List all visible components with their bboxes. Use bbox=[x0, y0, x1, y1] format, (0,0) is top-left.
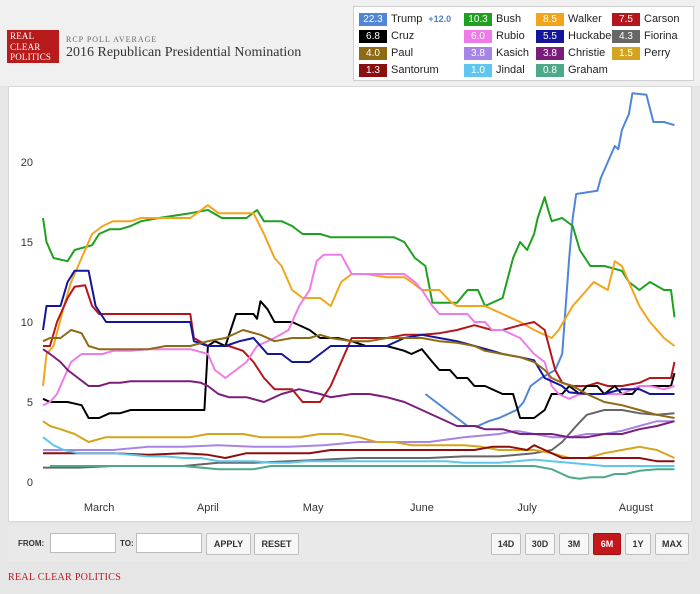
legend-label: Jindal bbox=[496, 64, 525, 76]
x-tick-label: July bbox=[517, 502, 537, 514]
legend-value: 1.3 bbox=[359, 63, 387, 77]
series-line-jindal[interactable] bbox=[42, 436, 675, 467]
series-line-kasich[interactable] bbox=[43, 420, 675, 451]
legend-label: Bush bbox=[496, 13, 522, 25]
legend-value: 0.8 bbox=[536, 63, 564, 77]
legend-item-rubio[interactable]: 6.0 Rubio bbox=[464, 29, 525, 43]
legend-value: 3.8 bbox=[464, 46, 492, 60]
legend-item-walker[interactable]: 8.5 Walker bbox=[536, 12, 602, 26]
legend-item-cruz[interactable]: 6.8 Cruz bbox=[359, 29, 414, 43]
legend-label: Christie bbox=[568, 47, 606, 59]
page-title: 2016 Republican Presidential Nomination bbox=[66, 45, 302, 60]
legend-value: 10.3 bbox=[464, 12, 492, 26]
y-tick-label: 20 bbox=[21, 157, 33, 169]
chart-header: REAL CLEAR POLITICS RCP POLL AVERAGE 201… bbox=[0, 0, 700, 86]
legend-value: 22.3 bbox=[359, 12, 387, 26]
legend-label: Cruz bbox=[391, 30, 415, 42]
legend-item-perry[interactable]: 1.5 Perry bbox=[612, 46, 670, 60]
kicker-label: RCP POLL AVERAGE bbox=[66, 35, 158, 44]
legend-item-santorum[interactable]: 1.3 Santorum bbox=[359, 63, 439, 77]
legend-label: Fiorina bbox=[644, 30, 678, 42]
reset-button[interactable]: RESET bbox=[254, 533, 299, 555]
series-line-paul[interactable] bbox=[42, 329, 675, 419]
line-chart: 0 5 10 15 20 March April May June July August bbox=[21, 92, 676, 514]
x-tick-label: June bbox=[410, 502, 434, 514]
x-tick-label: May bbox=[303, 502, 324, 514]
legend-value: 4.0 bbox=[359, 46, 387, 60]
x-tick-label: April bbox=[197, 502, 219, 514]
legend-label: Carson bbox=[644, 13, 680, 25]
y-tick-label: 10 bbox=[21, 317, 33, 329]
range-button-max[interactable]: MAX bbox=[655, 533, 689, 555]
y-tick-label: 0 bbox=[27, 477, 33, 489]
from-label: FROM: bbox=[18, 539, 45, 548]
chart-area: 0 5 10 15 20 March April May June July August bbox=[8, 86, 692, 522]
range-button-1y[interactable]: 1Y bbox=[625, 533, 651, 555]
legend-item-kasich[interactable]: 3.8 Kasich bbox=[464, 46, 529, 60]
rcp-logo[interactable]: REAL CLEAR POLITICS bbox=[7, 30, 59, 63]
series-line-bush[interactable] bbox=[42, 196, 676, 318]
y-tick-label: 15 bbox=[21, 237, 33, 249]
legend-label: Perry bbox=[644, 47, 671, 59]
series-line-trump[interactable] bbox=[424, 92, 675, 427]
series-line-graham[interactable] bbox=[50, 465, 675, 480]
date-range-controls: FROM: TO: APPLY RESET 14D 30D 3M 6M 1Y M… bbox=[8, 525, 692, 561]
legend-item-christie[interactable]: 3.8 Christie bbox=[536, 46, 605, 60]
legend-item-carson[interactable]: 7.5 Carson bbox=[612, 12, 679, 26]
legend-label: Walker bbox=[568, 13, 602, 25]
legend-item-fiorina[interactable]: 4.3 Fiorina bbox=[612, 29, 678, 43]
legend-value: 7.5 bbox=[612, 12, 640, 26]
legend-label: Paul bbox=[391, 47, 414, 59]
series-line-santorum[interactable] bbox=[43, 444, 675, 463]
legend-value: 1.0 bbox=[464, 63, 492, 77]
chart-legend: 22.3 Trump +12.0 10.3 Bush 8.5 Walker 7.… bbox=[353, 6, 694, 81]
legend-label: Kasich bbox=[496, 47, 530, 59]
legend-value: 8.5 bbox=[536, 12, 564, 26]
series-line-huckabee[interactable] bbox=[42, 269, 675, 395]
legend-item-trump[interactable]: 22.3 Trump +12.0 bbox=[359, 12, 451, 26]
legend-change: +12.0 bbox=[428, 14, 452, 24]
series-line-perry[interactable] bbox=[42, 420, 675, 459]
footer-brand[interactable]: REAL CLEAR POLITICS bbox=[8, 572, 122, 583]
series-line-walker[interactable] bbox=[42, 204, 676, 387]
to-label: TO: bbox=[120, 539, 134, 548]
legend-value: 6.8 bbox=[359, 29, 387, 43]
legend-value: 1.5 bbox=[612, 46, 640, 60]
legend-label: Huckabee bbox=[568, 30, 618, 42]
legend-item-bush[interactable]: 10.3 Bush bbox=[464, 12, 521, 26]
x-tick-label: March bbox=[84, 502, 115, 514]
legend-label: Rubio bbox=[496, 30, 525, 42]
series-line-cruz[interactable] bbox=[42, 300, 676, 419]
legend-item-huckabee[interactable]: 5.5 Huckabee bbox=[536, 29, 618, 43]
series-line-christie[interactable] bbox=[42, 348, 675, 439]
range-button-6m[interactable]: 6M bbox=[593, 533, 621, 555]
to-date-input[interactable] bbox=[136, 533, 202, 553]
legend-value: 3.8 bbox=[536, 46, 564, 60]
x-tick-label: August bbox=[619, 502, 653, 514]
legend-item-paul[interactable]: 4.0 Paul bbox=[359, 46, 413, 60]
range-button-14d[interactable]: 14D bbox=[491, 533, 521, 555]
legend-item-jindal[interactable]: 1.0 Jindal bbox=[464, 63, 525, 77]
y-tick-label: 5 bbox=[27, 397, 33, 409]
series-line-rubio[interactable] bbox=[42, 253, 675, 407]
legend-item-graham[interactable]: 0.8 Graham bbox=[536, 63, 608, 77]
legend-value: 4.3 bbox=[612, 29, 640, 43]
from-date-input[interactable] bbox=[50, 533, 116, 553]
legend-value: 5.5 bbox=[536, 29, 564, 43]
legend-label: Graham bbox=[568, 64, 608, 76]
range-button-3m[interactable]: 3M bbox=[559, 533, 589, 555]
legend-label: Santorum bbox=[391, 64, 439, 76]
legend-value: 6.0 bbox=[464, 29, 492, 43]
legend-label: Trump bbox=[391, 13, 423, 25]
apply-button[interactable]: APPLY bbox=[206, 533, 251, 555]
range-button-30d[interactable]: 30D bbox=[525, 533, 555, 555]
